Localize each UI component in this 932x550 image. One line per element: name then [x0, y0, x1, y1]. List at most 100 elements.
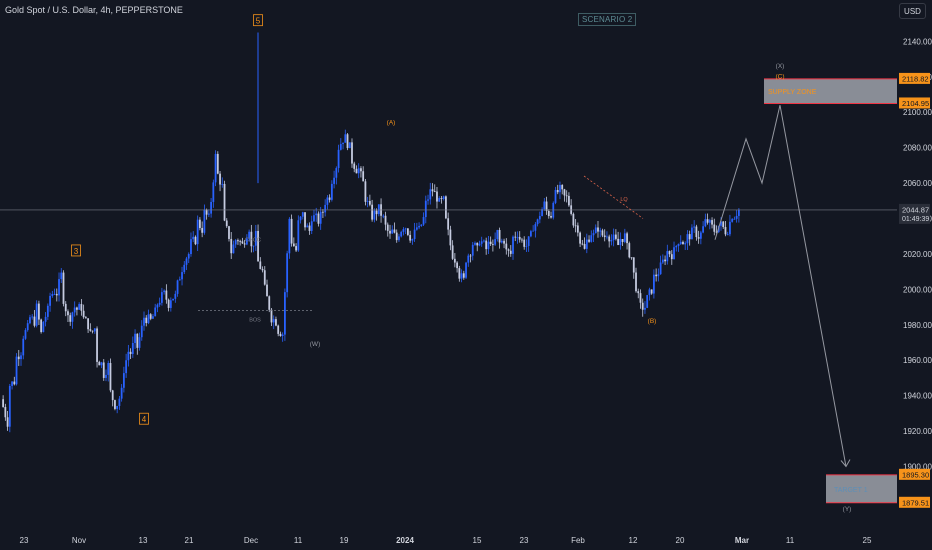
- candle-body: [675, 246, 678, 248]
- candle-body: [400, 231, 403, 237]
- currency-button[interactable]: USD: [899, 3, 926, 19]
- candle-body: [315, 213, 318, 216]
- candles-layer: [2, 32, 740, 433]
- candle-body: [169, 300, 172, 308]
- candle-body: [190, 239, 192, 255]
- candle-body: [13, 381, 16, 385]
- candle-body: [156, 304, 159, 308]
- candle-body: [498, 229, 501, 243]
- target-zone[interactable]: [826, 474, 897, 503]
- candle-body: [436, 191, 438, 202]
- candle-body: [559, 184, 561, 193]
- candle-body: [84, 317, 87, 319]
- supply-bottom-price-tag-bg: [899, 97, 930, 109]
- candle-body: [187, 254, 190, 259]
- x-tick-label: Feb: [571, 536, 585, 545]
- wave-label: (W): [310, 341, 320, 348]
- candle-body: [438, 198, 441, 202]
- candle-body: [641, 302, 644, 310]
- candle-body: [525, 245, 528, 247]
- candle-body: [201, 227, 204, 233]
- candle-body: [530, 231, 532, 237]
- candle-body: [223, 183, 226, 221]
- candle-body: [216, 153, 219, 174]
- candle-body: [592, 233, 595, 236]
- candle-body: [648, 289, 651, 296]
- candle-body: [407, 228, 409, 235]
- candle-body: [708, 220, 711, 223]
- candle-body: [541, 209, 543, 217]
- candle-body: [404, 228, 407, 230]
- candle-body: [93, 328, 96, 332]
- x-tick-label: 20: [676, 536, 685, 545]
- candle-body: [138, 337, 141, 348]
- candle-body: [538, 216, 541, 220]
- candle-body: [35, 303, 38, 326]
- candle-body: [626, 233, 628, 244]
- candle-body: [621, 239, 624, 242]
- wave-label: 3: [74, 247, 79, 256]
- candle-body: [460, 273, 463, 279]
- candle-body: [655, 274, 658, 277]
- candle-body: [270, 309, 273, 323]
- candle-body: [250, 231, 253, 247]
- candle-body: [556, 190, 559, 193]
- candle-body: [422, 217, 425, 225]
- candle-body: [295, 246, 297, 251]
- candle-body: [134, 333, 136, 343]
- candle-body: [89, 329, 92, 331]
- candle-body: [534, 224, 537, 231]
- candle-body: [612, 234, 615, 241]
- candle-body: [393, 229, 396, 233]
- candle-body: [2, 399, 5, 407]
- candle-body: [290, 218, 293, 244]
- candle-body: [330, 183, 333, 200]
- candle-body: [384, 215, 387, 225]
- candle-body: [102, 362, 105, 378]
- candle-body: [366, 201, 369, 202]
- scenario-label: SCENARIO 2: [578, 13, 637, 26]
- candle-body: [462, 273, 465, 278]
- supply-zone[interactable]: [764, 78, 897, 104]
- x-tick-label: 12: [629, 536, 638, 545]
- wave-label-box: [71, 244, 81, 257]
- candle-body: [476, 242, 479, 246]
- candle-body: [552, 202, 555, 218]
- candle-body: [38, 303, 40, 320]
- candle-body: [606, 236, 608, 238]
- candle-body: [650, 289, 653, 294]
- candle-body: [64, 303, 67, 312]
- candle-body: [243, 243, 246, 245]
- candle-body: [617, 238, 620, 245]
- candle-body: [653, 274, 655, 294]
- candle-body: [281, 334, 284, 336]
- candle-body: [456, 262, 458, 269]
- candle-body: [449, 229, 452, 246]
- x-tick-label: Mar: [735, 536, 749, 545]
- candle-body: [402, 229, 405, 232]
- candle-body: [599, 230, 602, 232]
- candle-body: [120, 387, 123, 399]
- current-price-tag-bg: [899, 203, 930, 224]
- candle-body: [310, 221, 313, 231]
- candle-body: [165, 290, 168, 300]
- current-price-tag: 2044.87: [902, 205, 929, 214]
- candle-body: [263, 270, 266, 285]
- candle-body: [413, 229, 416, 240]
- wave-label: (B): [648, 318, 657, 325]
- candle-body: [699, 232, 702, 239]
- candle-body: [87, 318, 89, 330]
- candle-body: [480, 241, 483, 244]
- candle-body: [232, 244, 235, 254]
- candle-body: [203, 209, 206, 233]
- candle-body: [644, 307, 646, 310]
- candle-body: [33, 316, 36, 326]
- candle-body: [152, 316, 154, 319]
- symbol-title[interactable]: Gold Spot / U.S. Dollar, 4h, PEPPERSTONE: [5, 5, 183, 15]
- candle-body: [181, 272, 183, 280]
- time-axis[interactable]: 23 Nov 13 21 Dec 11 19 2024 15 23 Feb 12 20 Mar 11 25: [20, 536, 872, 545]
- candle-body: [40, 319, 43, 333]
- candle-body: [116, 405, 119, 409]
- candle-body: [576, 225, 579, 233]
